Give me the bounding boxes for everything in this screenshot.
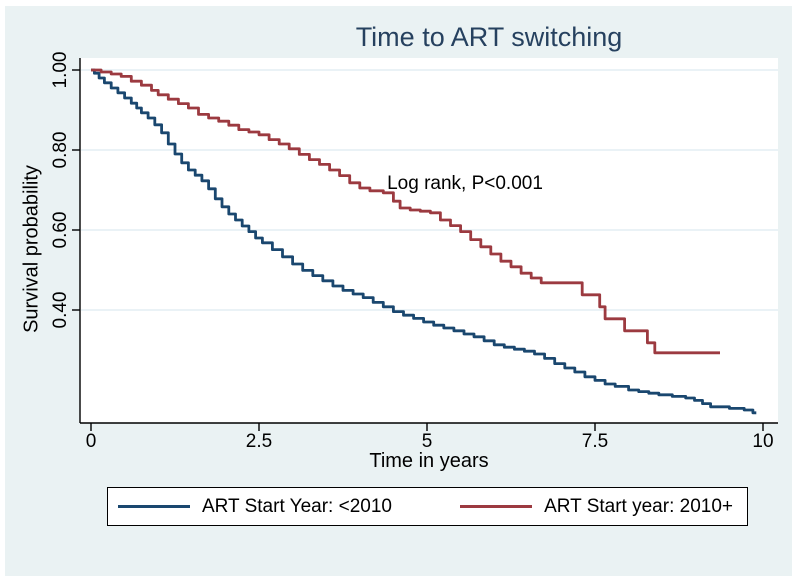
y-tick-label: 0.60: [50, 211, 71, 249]
white-frame-right: [792, 0, 797, 581]
x-tick-label: 2.5: [245, 431, 273, 452]
log-rank-annotation: Log rank, P<0.001: [387, 173, 543, 194]
white-frame-bottom: [0, 576, 797, 581]
x-tick-label: 7.5: [581, 431, 609, 452]
legend-item-pre2010: ART Start Year: <2010: [118, 496, 392, 518]
x-tick-label: 5: [421, 431, 433, 452]
chart-title: Time to ART switching: [355, 22, 623, 52]
y-tick-label: 0.40: [50, 291, 71, 329]
white-frame-left: [0, 0, 5, 581]
legend-item-post2010: ART Start year: 2010+: [460, 496, 733, 518]
white-frame-top: [0, 0, 797, 6]
legend-box: ART Start Year: <2010 ART Start year: 20…: [107, 487, 748, 526]
y-axis-title: Survival probability: [20, 165, 43, 333]
y-tick-label: 1.00: [50, 51, 71, 89]
legend-line-icon: [460, 505, 533, 508]
x-tick-label: 10: [752, 431, 774, 452]
plot-area: [80, 58, 778, 423]
legend-label: ART Start year: 2010+: [544, 495, 733, 517]
x-axis-title: Time in years: [369, 450, 489, 472]
legend-line-icon: [118, 505, 190, 508]
x-tick-label: 0: [85, 431, 97, 452]
legend-label: ART Start Year: <2010: [202, 495, 392, 517]
y-tick-label: 0.80: [50, 131, 71, 169]
